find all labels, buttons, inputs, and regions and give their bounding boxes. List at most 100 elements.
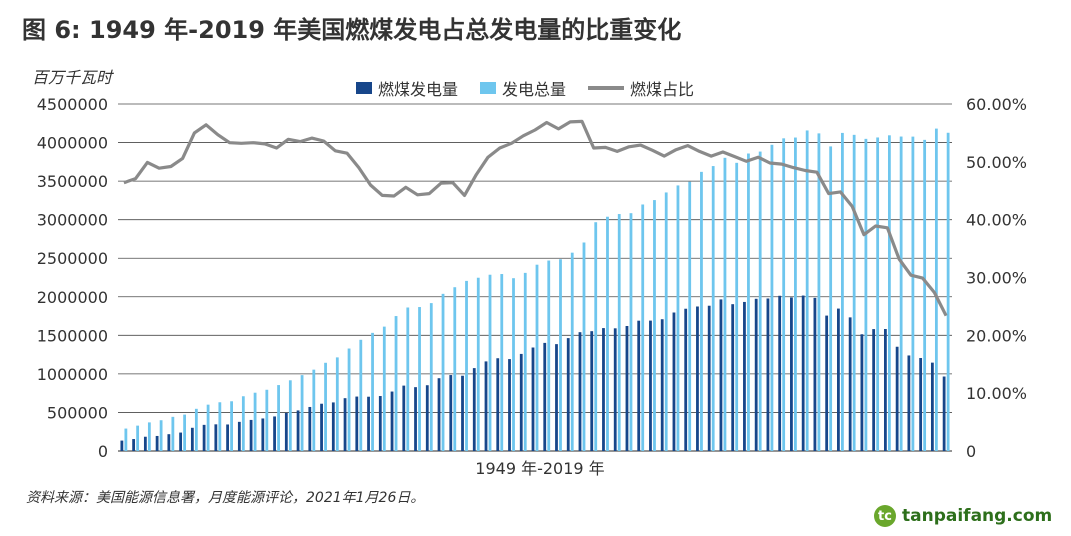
- coal-bar: [155, 435, 159, 451]
- total-bar: [899, 136, 903, 451]
- coal-bar: [707, 305, 711, 451]
- coal-bar: [590, 331, 594, 451]
- total-bar: [347, 348, 351, 451]
- coal-bar: [743, 301, 746, 451]
- coal-bar: [143, 436, 147, 451]
- left-tick-label: 2000000: [37, 288, 108, 307]
- coal-bar: [766, 298, 770, 451]
- coal-bar: [543, 342, 547, 451]
- coal-bar: [237, 421, 241, 451]
- total-bar: [183, 414, 187, 451]
- coal-bar: [249, 419, 253, 451]
- legend-item-coal: 燃煤发电量: [356, 76, 458, 100]
- coal-bar: [367, 396, 370, 451]
- coal-bar: [684, 308, 688, 451]
- total-bar: [324, 362, 327, 451]
- left-tick-label: 3000000: [37, 211, 108, 230]
- total-bar: [829, 146, 833, 451]
- total-bar: [794, 137, 797, 451]
- total-bar: [218, 402, 222, 451]
- coal-bar: [461, 375, 464, 451]
- coal-bar: [179, 432, 183, 451]
- coal-bar: [930, 362, 934, 451]
- total-bar: [911, 136, 915, 452]
- coal-bar: [837, 308, 840, 451]
- coal-bar: [754, 298, 758, 451]
- total-bar: [723, 157, 727, 452]
- total-bar: [852, 134, 856, 451]
- total-bar: [747, 153, 750, 451]
- left-tick-label: 2500000: [37, 249, 108, 268]
- coal-bar: [190, 427, 194, 451]
- total-bar: [465, 280, 468, 451]
- total-bar: [335, 357, 339, 451]
- total-bar: [887, 135, 891, 451]
- total-bar: [488, 274, 492, 451]
- coal-bar: [883, 329, 887, 451]
- total-bar: [230, 401, 233, 451]
- coal-bar: [660, 319, 664, 451]
- coal-bar: [308, 406, 312, 451]
- coal-bar: [672, 312, 676, 451]
- total-bar: [124, 428, 128, 451]
- total-bar: [700, 171, 703, 451]
- total-bar: [641, 204, 645, 451]
- coal-bar: [566, 338, 570, 451]
- total-bar: [512, 278, 515, 451]
- grid-lines: [118, 103, 952, 452]
- total-bar: [206, 404, 210, 451]
- coal-bar: [331, 402, 335, 451]
- total-bar: [735, 162, 739, 451]
- left-tick-label: 500000: [47, 403, 108, 422]
- coal-bar: [484, 361, 488, 451]
- coal-bar: [813, 297, 817, 451]
- total-bar: [241, 396, 245, 451]
- total-bar: [500, 274, 504, 451]
- coal-bar: [848, 317, 852, 451]
- legend-item-share: 燃煤占比: [588, 76, 694, 100]
- total-bar: [406, 307, 410, 451]
- coal-bar: [496, 358, 500, 451]
- total-bar: [147, 422, 151, 451]
- left-tick-label: 4500000: [37, 95, 108, 114]
- total-bar: [194, 408, 198, 451]
- right-axis-ticks: 0 10.00% 20.00% 30.00% 40.00% 50.00% 60.00%: [966, 95, 1027, 461]
- total-bar: [570, 252, 574, 451]
- left-tick-label: 4000000: [37, 134, 108, 153]
- total-bar: [629, 213, 633, 451]
- coal-bar: [790, 297, 793, 451]
- coal-bar: [402, 385, 406, 451]
- coal-bar: [637, 320, 641, 451]
- total-bar: [312, 369, 316, 451]
- legend-swatch-coal: [356, 82, 372, 94]
- total-bar: [688, 181, 692, 451]
- coal-bar: [378, 396, 382, 451]
- coal-bar: [132, 439, 136, 451]
- coal-bar: [261, 418, 265, 451]
- total-bar: [288, 380, 292, 451]
- total-bar: [606, 216, 609, 451]
- coal-bar: [390, 391, 394, 451]
- total-bar: [300, 375, 304, 451]
- coal-bar: [214, 424, 218, 451]
- coal-bar: [425, 385, 429, 451]
- total-bar: [946, 132, 950, 451]
- total-bar: [676, 185, 680, 452]
- total-bar: [371, 332, 374, 451]
- total-bar: [429, 303, 433, 451]
- coal-bar: [825, 315, 829, 451]
- left-tick-label: 1500000: [37, 326, 108, 345]
- total-bar: [817, 133, 821, 451]
- total-bar: [265, 389, 269, 451]
- share-line-group: [123, 119, 948, 317]
- source-note: 资料来源：美国能源信息署，月度能源评论，2021年1月26日。: [26, 490, 425, 506]
- total-bar: [664, 192, 668, 451]
- right-tick-label: 0: [966, 442, 976, 461]
- brand-watermark: tc tanpaifang.com: [874, 505, 1052, 527]
- coal-bar: [719, 299, 723, 451]
- total-bar: [934, 128, 938, 451]
- total-bar: [476, 277, 480, 451]
- total-bar: [582, 242, 586, 451]
- total-bar: [535, 264, 539, 451]
